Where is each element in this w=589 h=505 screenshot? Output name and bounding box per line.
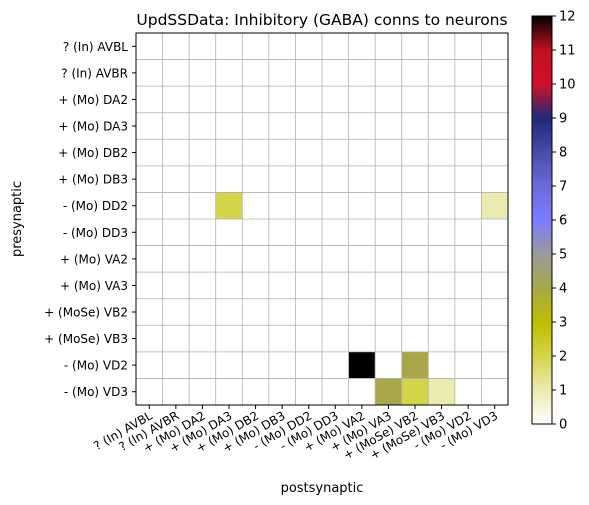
colorbar-tick-label: 10 (559, 78, 576, 93)
row-tick-label: + (Mo) DA3 (58, 120, 128, 134)
row-tick-label: + (Mo) DB2 (58, 146, 128, 160)
heatmap-cell (401, 378, 429, 405)
grid-lines (136, 33, 508, 405)
row-tick-label: + (MoSe) VB2 (44, 306, 128, 320)
row-tick-label: + (Mo) DA2 (58, 93, 128, 107)
row-tick-label: - (Mo) DD3 (63, 226, 128, 240)
x-axis-label: postsynaptic (281, 481, 364, 496)
heatmap-cell (348, 351, 376, 379)
heatmap-cell (215, 192, 243, 219)
colorbar-tick-label: 1 (559, 384, 567, 399)
colorbar-tick-label: 12 (559, 10, 576, 25)
colorbar-tick-label: 3 (559, 316, 567, 331)
colorbar-tick-label: 11 (559, 44, 576, 59)
row-tick-label: - (Mo) VD2 (64, 359, 128, 373)
row-tick-label: ? (In) AVBL (63, 40, 128, 54)
row-tick-label: + (Mo) VA3 (60, 279, 128, 293)
row-tick-label: - (Mo) VD3 (64, 385, 128, 399)
row-tick-label: ? (In) AVBR (61, 66, 128, 80)
heatmap-cell (401, 351, 429, 379)
colorbar-tick-label: 6 (559, 214, 567, 229)
plot-frame (135, 32, 509, 406)
heatmap-cell (375, 378, 402, 405)
colorbar-tick-label: 0 (559, 418, 567, 433)
colorbar-tick-label: 5 (559, 248, 567, 263)
chart-title: UpdSSData: Inhibitory (GABA) conns to ne… (136, 11, 507, 29)
y-axis-label: presynaptic (10, 181, 25, 257)
row-tick-label: + (Mo) DB3 (58, 173, 128, 187)
colorbar-tick-label: 7 (559, 180, 567, 195)
heatmap-cell (481, 192, 508, 219)
heatmap-cells (215, 192, 508, 405)
colorbar-tick-label: 4 (559, 282, 567, 297)
heatmap-cell (428, 378, 455, 405)
row-tick-label: + (MoSe) VB3 (44, 332, 128, 346)
row-tick-label: + (Mo) VA2 (60, 252, 128, 266)
row-tick-label: - (Mo) DD2 (63, 199, 128, 213)
colorbar-tick-label: 8 (559, 146, 567, 161)
column-tick-labels: ? (In) AVBL? (In) AVBR+ (Mo) DA2+ (Mo) D… (91, 405, 500, 463)
colorbar-gradient (531, 15, 553, 425)
row-tick-labels: ? (In) AVBL ? (In) AVBR + (Mo) DA2 + (Mo) D… (44, 40, 136, 399)
colorbar-tick-label: 2 (559, 350, 567, 365)
colorbar-tick-label: 9 (559, 112, 567, 127)
